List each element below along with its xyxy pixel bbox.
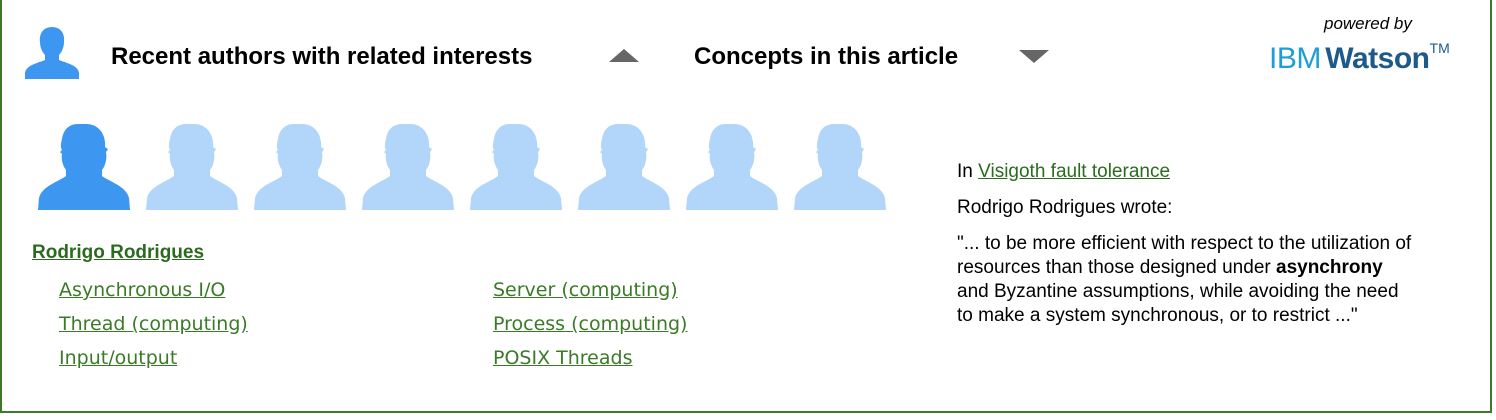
- concept-link[interactable]: Process (computing): [493, 313, 688, 335]
- quote-text: "... to be more efficient with respect t…: [957, 232, 1417, 328]
- in-prefix: In: [957, 161, 973, 182]
- logo-watson-text: Watson: [1325, 42, 1430, 75]
- author-avatar[interactable]: [146, 122, 238, 210]
- quote-text-before: "... to be more efficient with respect t…: [957, 233, 1412, 278]
- author-avatar[interactable]: [686, 122, 778, 210]
- author-avatar[interactable]: [470, 122, 562, 210]
- header-person-icon: [24, 27, 80, 84]
- concept-link[interactable]: Asynchronous I/O: [59, 279, 226, 301]
- concept-link[interactable]: Server (computing): [493, 279, 678, 301]
- recent-authors-tab[interactable]: Recent authors with related interests: [111, 43, 533, 70]
- triangle-down-icon[interactable]: [1019, 50, 1049, 63]
- triangle-up-icon[interactable]: [609, 49, 639, 62]
- logo-tm-text: TM: [1429, 40, 1450, 56]
- ibm-watson-logo: IBM WatsonTM: [1269, 40, 1450, 76]
- author-name-link[interactable]: Rodrigo Rodrigues: [32, 242, 205, 263]
- quote-text-after: and Byzantine assumptions, while avoidin…: [957, 281, 1399, 326]
- author-avatar[interactable]: [578, 122, 670, 210]
- quote-highlight: asynchrony: [1276, 257, 1383, 278]
- author-avatar[interactable]: [254, 122, 346, 210]
- powered-by-label: powered by: [1324, 14, 1412, 33]
- quote-panel: In Visigoth fault tolerance Rodrigo Rodr…: [957, 160, 1427, 328]
- author-avatar[interactable]: [362, 122, 454, 210]
- author-avatar[interactable]: [794, 122, 886, 210]
- concepts-tab[interactable]: Concepts in this article: [694, 43, 959, 70]
- wrote-line: Rodrigo Rodrigues wrote:: [957, 197, 1173, 218]
- concept-link[interactable]: POSIX Threads: [493, 347, 633, 369]
- concept-link[interactable]: Thread (computing): [59, 313, 248, 335]
- concept-link[interactable]: Input/output: [59, 347, 178, 369]
- logo-ibm-text: IBM: [1269, 42, 1321, 75]
- article-title-link[interactable]: Visigoth fault tolerance: [978, 161, 1171, 182]
- article-line: In Visigoth fault tolerance: [957, 160, 1427, 184]
- author-avatar-selected[interactable]: [38, 122, 130, 210]
